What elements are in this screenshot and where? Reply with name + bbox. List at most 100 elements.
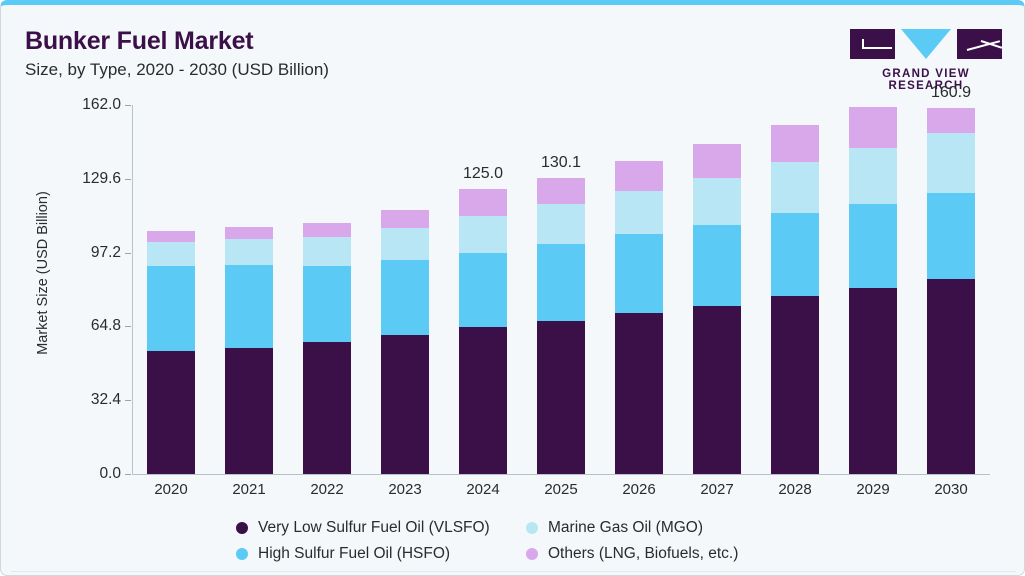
legend-row-top: Very Low Sulfur Fuel Oil (VLSFO) Marine …	[236, 519, 791, 537]
y-axis-tick-mark	[125, 400, 131, 402]
bar-segment[interactable]	[147, 230, 195, 242]
bar-stack	[381, 210, 429, 474]
y-axis-tick-label: 162.0	[82, 96, 121, 113]
bar-segment[interactable]	[381, 228, 429, 261]
chart-legend: Very Low Sulfur Fuel Oil (VLSFO) Marine …	[1, 510, 1024, 572]
bar-segment[interactable]	[147, 350, 195, 474]
x-axis-tick-label: 2026	[622, 481, 656, 498]
bar-column[interactable]	[132, 97, 210, 474]
bar-segment[interactable]	[381, 334, 429, 474]
bar-segment[interactable]	[771, 125, 819, 162]
legend-swatch-others-icon	[526, 548, 538, 560]
page-title: Bunker Fuel Market	[25, 27, 254, 55]
logo-marks	[850, 29, 1002, 61]
bar-segment[interactable]	[303, 237, 351, 267]
bar-segment[interactable]	[537, 204, 585, 245]
bar-segment[interactable]	[771, 161, 819, 214]
bar-segment[interactable]	[147, 266, 195, 351]
bar-segment[interactable]	[615, 234, 663, 314]
bar-segment[interactable]	[459, 253, 507, 327]
bar-stack	[537, 177, 585, 474]
bar-segment[interactable]	[147, 241, 195, 267]
bar-segment[interactable]	[615, 160, 663, 191]
legend-divider	[11, 571, 1016, 572]
x-axis-tick-label: 2030	[934, 481, 968, 498]
bar-segment[interactable]	[849, 107, 897, 149]
bar-column[interactable]	[366, 97, 444, 474]
bar-segment[interactable]	[771, 213, 819, 296]
brand-logo: GRAND VIEW RESEARCH	[850, 29, 1002, 92]
bar-segment[interactable]	[771, 295, 819, 474]
bar-segment[interactable]	[537, 321, 585, 474]
legend-row-bottom: High Sulfur Fuel Oil (HSFO) Others (LNG,…	[236, 545, 791, 563]
bar-segment[interactable]	[927, 107, 975, 133]
bar-segment[interactable]	[927, 279, 975, 474]
legend-item-mgo[interactable]: Marine Gas Oil (MGO)	[526, 519, 791, 537]
bar-column[interactable]	[288, 97, 366, 474]
bar-column[interactable]	[210, 97, 288, 474]
bar-segment[interactable]	[225, 265, 273, 348]
y-axis-tick-label: 64.8	[90, 317, 121, 335]
bar-column[interactable]	[834, 97, 912, 474]
bar-column[interactable]	[600, 97, 678, 474]
bar-segment[interactable]	[615, 313, 663, 474]
bar-column[interactable]: 160.9	[912, 84, 990, 474]
x-axis-tick-label: 2027	[700, 481, 734, 498]
bar-total-label: 125.0	[462, 165, 504, 183]
legend-swatch-mgo-icon	[526, 522, 538, 534]
bar-segment[interactable]	[303, 222, 351, 238]
bar-segment[interactable]	[225, 227, 273, 240]
y-axis-tick-label: 32.4	[90, 391, 121, 409]
bar-segment[interactable]	[849, 204, 897, 289]
x-axis-line	[132, 474, 990, 475]
x-axis-tick-label: 2022	[310, 481, 344, 498]
bar-column[interactable]: 130.1	[522, 97, 600, 474]
x-axis-tick-label: 2024	[466, 481, 500, 498]
bar-segment[interactable]	[849, 288, 897, 474]
bar-segment[interactable]	[225, 347, 273, 474]
bar-segment[interactable]	[693, 225, 741, 307]
legend-item-vlsfo[interactable]: Very Low Sulfur Fuel Oil (VLSFO)	[236, 519, 526, 537]
bar-segment[interactable]	[459, 189, 507, 217]
bar-segment[interactable]	[459, 326, 507, 474]
bar-segment[interactable]	[849, 148, 897, 205]
bar-total-label: 160.9	[930, 83, 972, 101]
x-axis-labels: 2020 2021 2022 2023 2024 2025 2026 2027 2028 2029…	[132, 481, 990, 498]
legend-item-hsfo[interactable]: High Sulfur Fuel Oil (HSFO)	[236, 545, 526, 563]
bar-segment[interactable]	[693, 177, 741, 226]
bar-segment[interactable]	[693, 306, 741, 474]
bar-column[interactable]: 125.0	[444, 97, 522, 474]
bar-stack	[147, 230, 195, 474]
bar-segment[interactable]	[381, 210, 429, 229]
bar-segment[interactable]	[303, 342, 351, 474]
x-axis-tick-label: 2028	[778, 481, 812, 498]
bar-segment[interactable]	[459, 216, 507, 254]
y-axis-tick-label: 129.6	[82, 169, 121, 187]
bar-segment[interactable]	[693, 144, 741, 178]
x-axis-tick-label: 2023	[388, 481, 422, 498]
y-axis-tick-mark	[125, 105, 131, 106]
y-axis-tick-label: 97.2	[90, 243, 121, 261]
bar-segment[interactable]	[927, 192, 975, 280]
bar-segment[interactable]	[303, 266, 351, 343]
y-axis-tick-mark	[125, 178, 131, 180]
legend-label: Very Low Sulfur Fuel Oil (VLSFO)	[258, 519, 490, 536]
x-axis-tick-label: 2020	[154, 481, 188, 498]
chart-header: Bunker Fuel Market Size, by Type, 2020 -…	[1, 5, 1024, 97]
bar-segment[interactable]	[381, 260, 429, 335]
bar-segment[interactable]	[615, 190, 663, 235]
y-axis-tick-mark	[125, 474, 131, 475]
bar-segment[interactable]	[537, 177, 585, 205]
bar-column[interactable]	[678, 97, 756, 474]
bar-stack	[849, 107, 897, 474]
bar-stack	[225, 227, 273, 474]
bar-column[interactable]	[756, 97, 834, 474]
legend-item-others[interactable]: Others (LNG, Biofuels, etc.)	[526, 545, 791, 563]
bar-segment[interactable]	[927, 132, 975, 193]
bar-segment[interactable]	[537, 244, 585, 322]
legend-label: High Sulfur Fuel Oil (HSFO)	[258, 545, 451, 562]
bar-stack	[771, 125, 819, 474]
chart-plot-area: Market Size (USD Billion) 0.0 32.4 64.8 97.…	[1, 84, 1024, 498]
bar-segment[interactable]	[225, 239, 273, 266]
